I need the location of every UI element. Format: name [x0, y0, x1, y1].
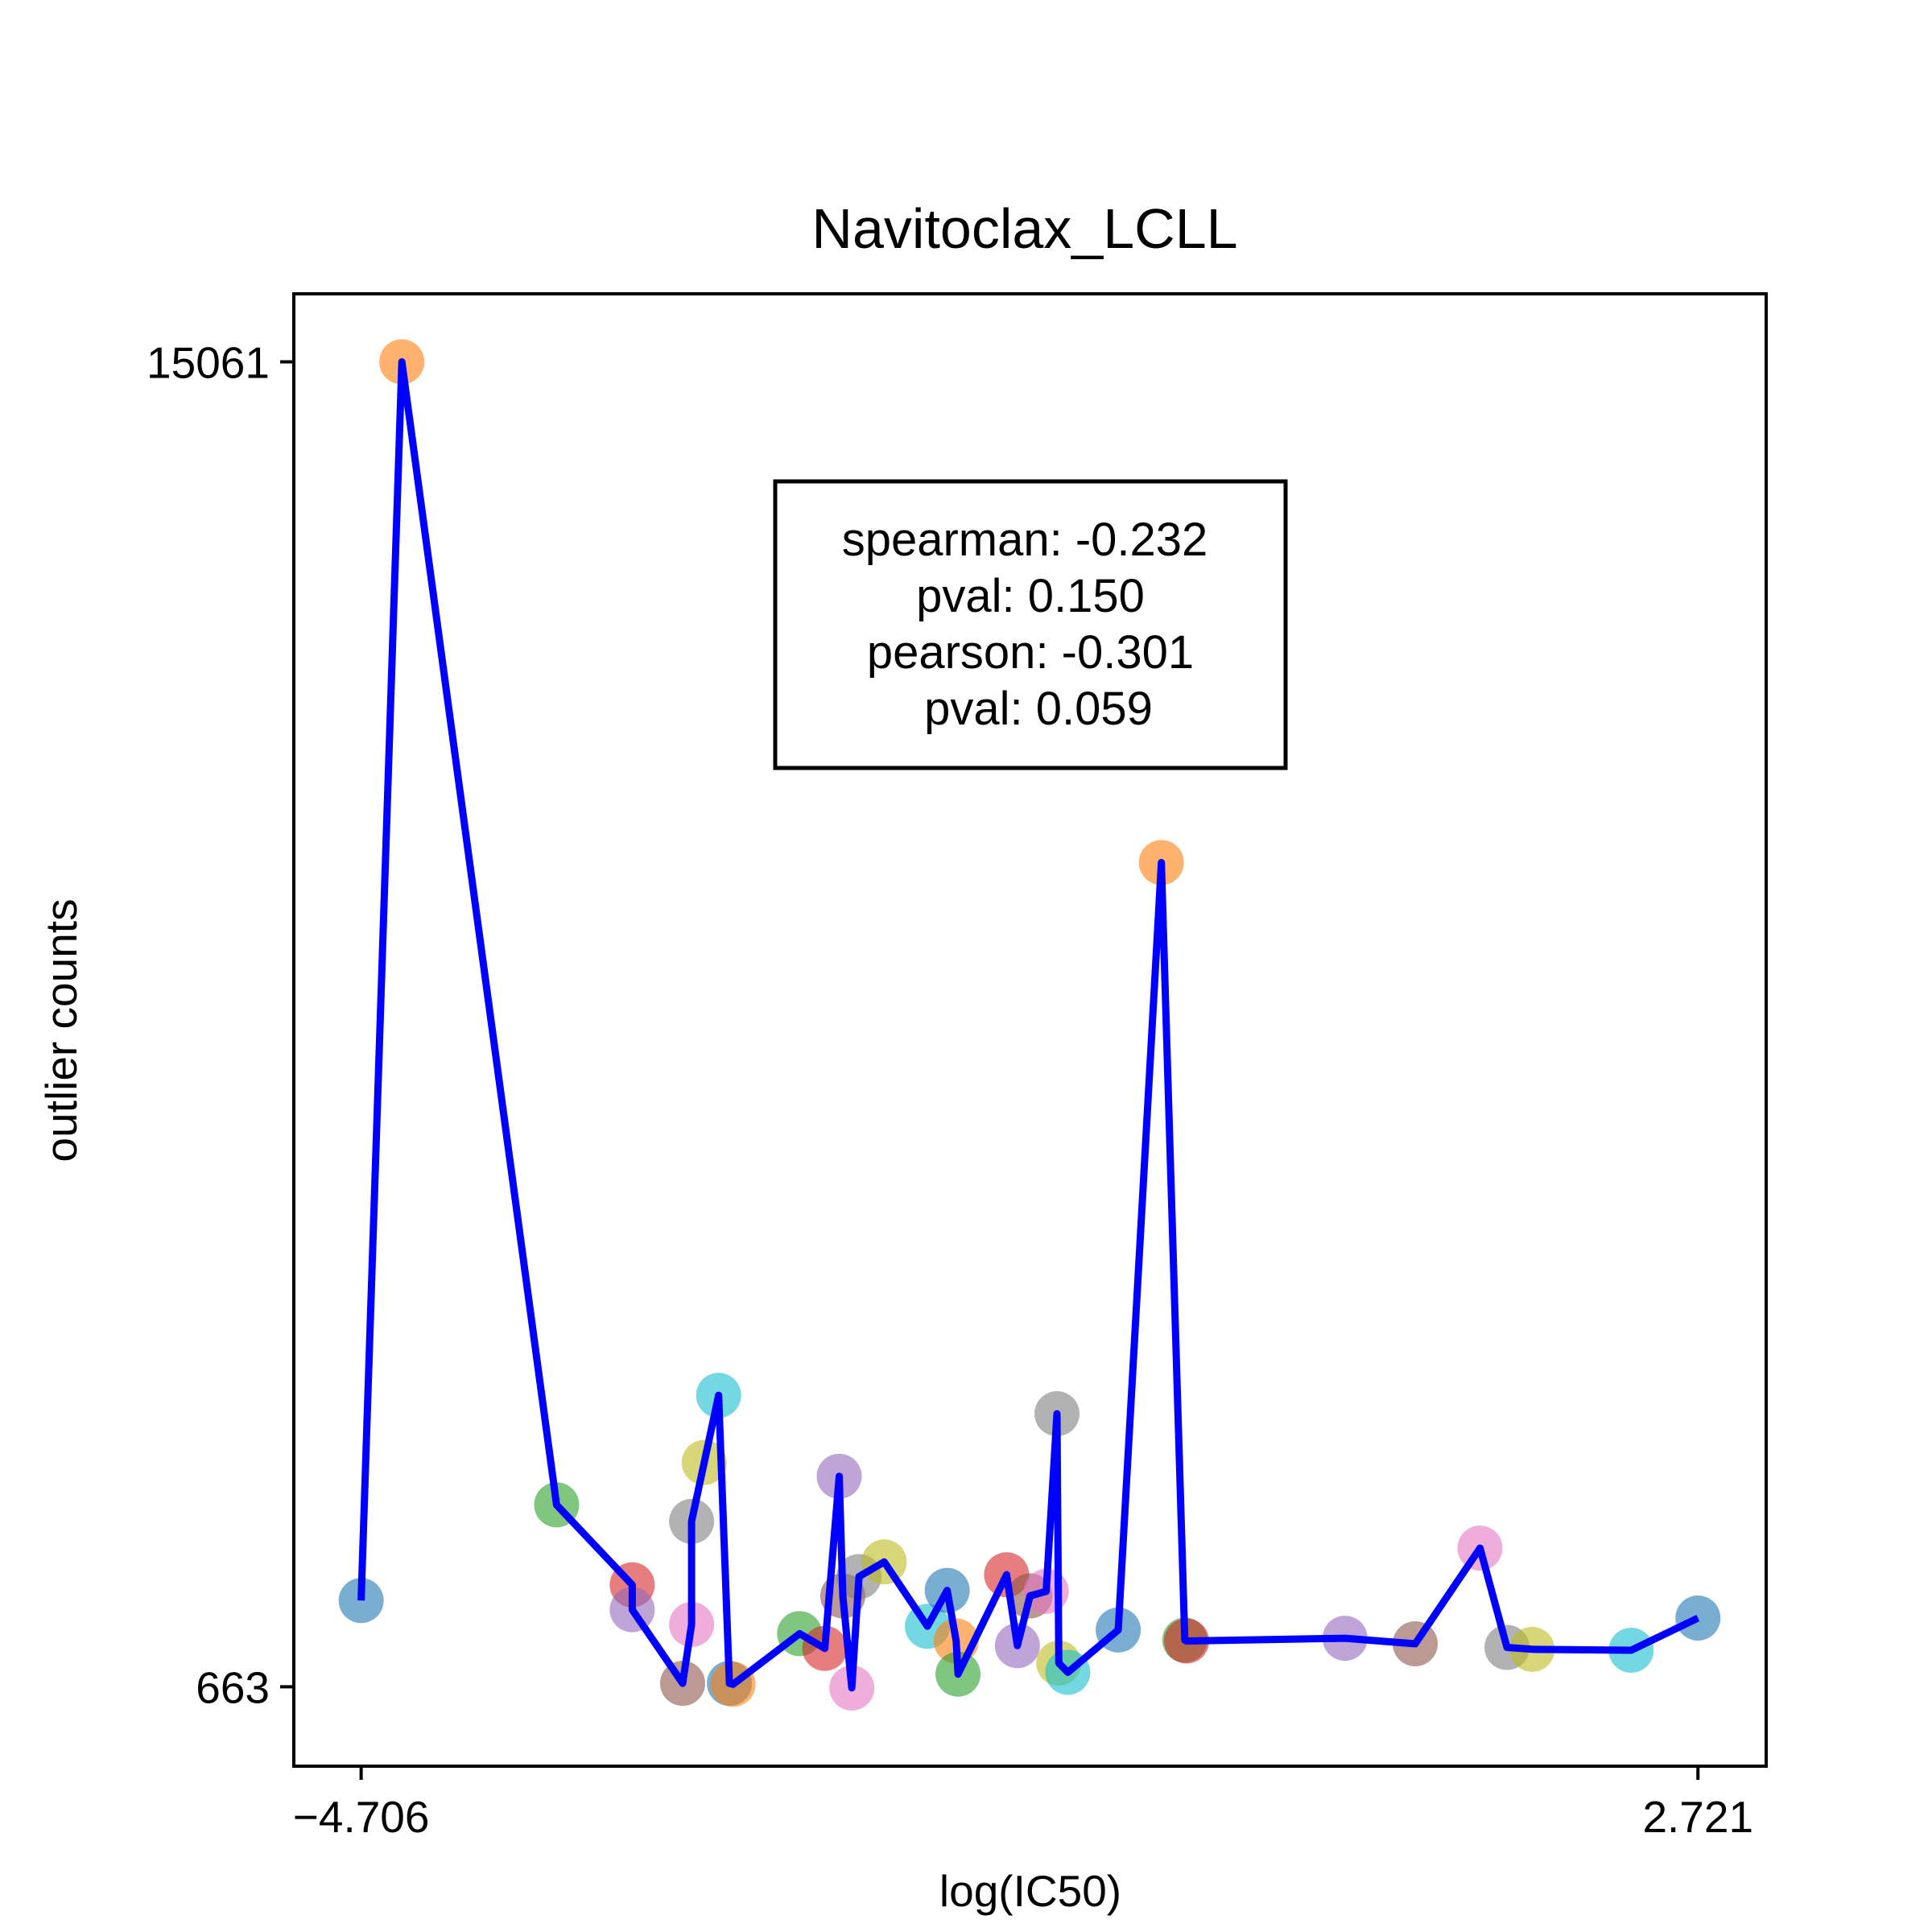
x-tick-label: −4.706 [293, 1792, 430, 1842]
stats-line-2: pval: 0.150 [916, 570, 1145, 622]
plot-marks [338, 339, 1721, 1711]
series-line [357, 358, 1700, 1692]
stats-box [773, 479, 1288, 770]
y-axis-label: outlier counts [36, 898, 86, 1162]
chart-title: Navitoclax_LCLL [811, 197, 1237, 260]
axes: −4.706 2.721 663 15061 [147, 337, 1753, 1842]
x-tick-label: 2.721 [1642, 1792, 1753, 1842]
x-axis-label: log(IC50) [939, 1866, 1121, 1916]
stats-line-1: spearman: -0.232 [842, 514, 1208, 566]
y-tick-label: 663 [196, 1662, 270, 1712]
stats-line-3: pearson: -0.301 [867, 626, 1194, 679]
stats-line-4: pval: 0.059 [924, 683, 1153, 735]
plot-frame [292, 292, 1768, 1768]
stats-annotation: spearman: -0.232 pval: 0.150 pearson: -0… [773, 479, 1288, 770]
data-point [338, 1578, 384, 1624]
y-tick-label: 15061 [147, 337, 270, 387]
